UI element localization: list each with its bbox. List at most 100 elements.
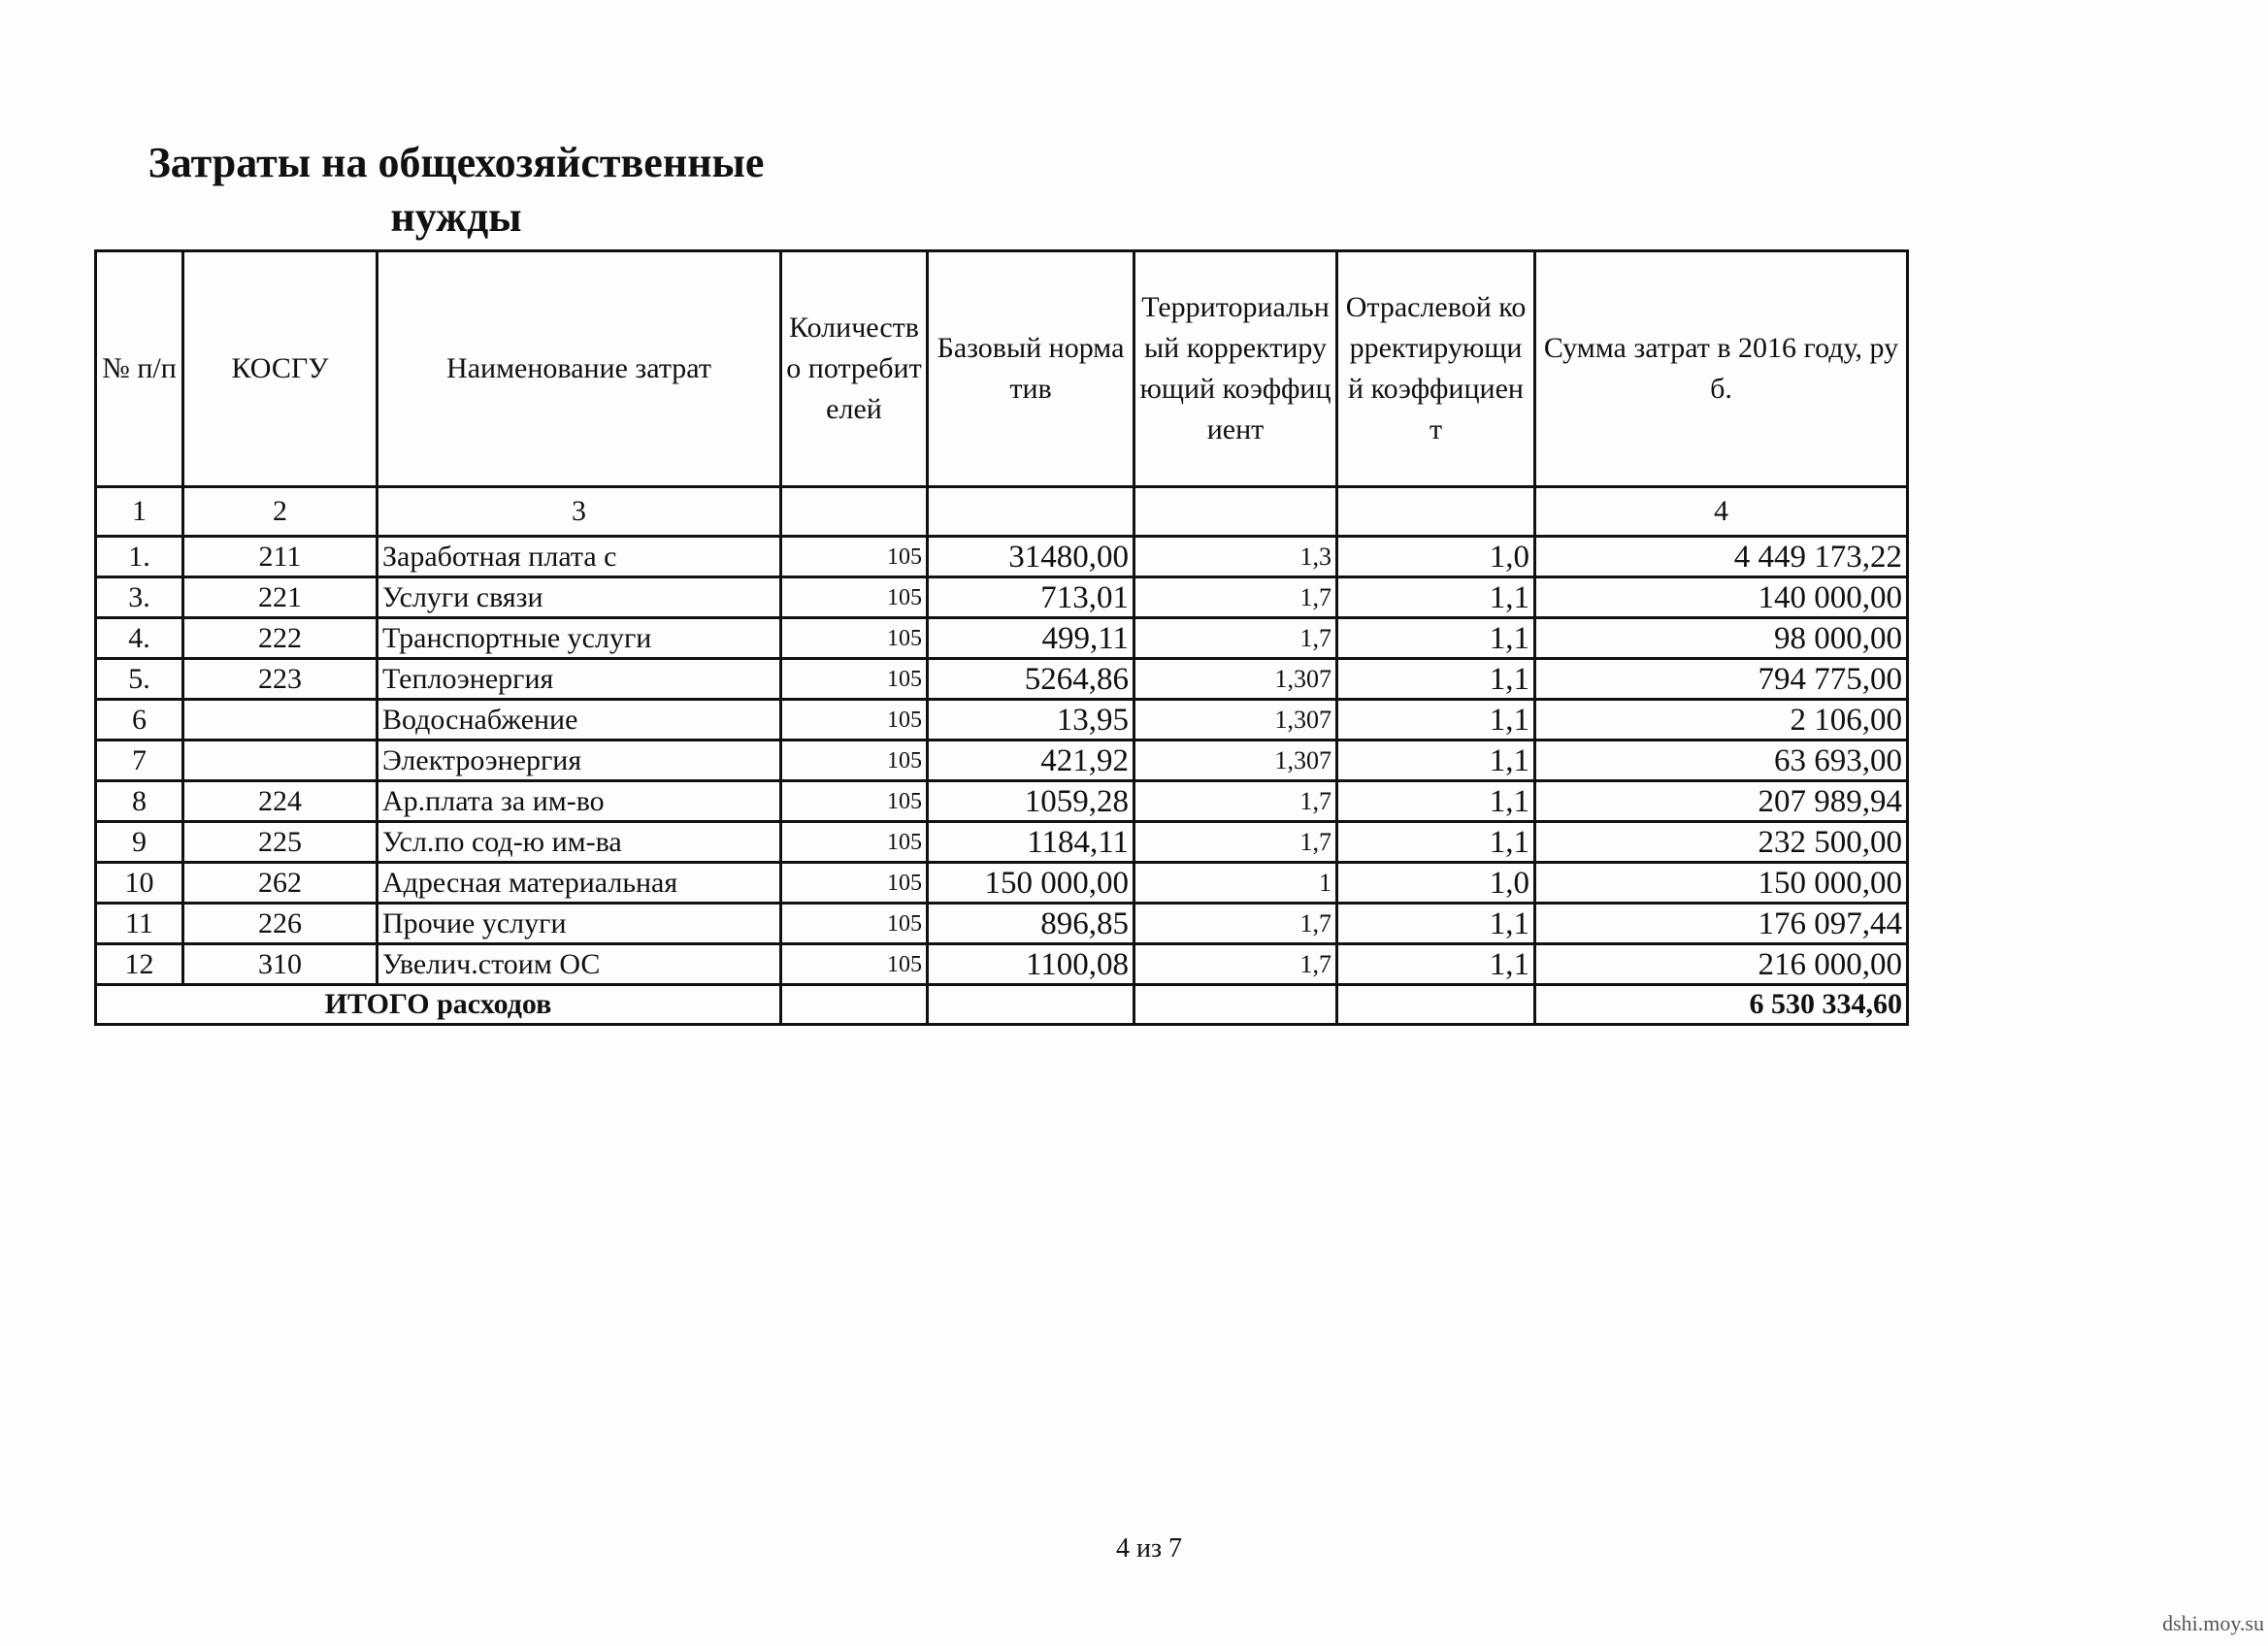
cell: 63 693,00 [1533, 739, 1909, 782]
column-header: Территориальный корректирующий коэффицие… [1133, 249, 1338, 488]
cell: 5264,86 [926, 657, 1135, 701]
cell: 105 [779, 576, 929, 619]
cell: 2 106,00 [1533, 698, 1909, 741]
cell: 3. [94, 576, 184, 619]
cell: 1,1 [1335, 657, 1536, 701]
cell: 1,7 [1133, 779, 1338, 823]
data-row: 7 Электроэнергия 105 421,92 1,307 1,1 63 693,0… [94, 739, 1909, 782]
cell: 1. [94, 535, 184, 578]
cell: 1,7 [1133, 942, 1338, 986]
cell: Увелич.стоим ОС [376, 942, 782, 986]
cell: 140 000,00 [1533, 576, 1909, 619]
cell: 31480,00 [926, 535, 1135, 578]
cell: Транспортные услуги [376, 616, 782, 660]
cell: 223 [181, 657, 378, 701]
cell: 499,11 [926, 616, 1135, 660]
cell [181, 739, 378, 782]
cell: Заработная плата с [376, 535, 782, 578]
cell: 105 [779, 942, 929, 986]
column-header: Количество потребителей [779, 249, 929, 488]
cell: 226 [181, 902, 378, 945]
watermark: dshi.moy.su [2162, 1611, 2264, 1635]
cell: 1,1 [1335, 942, 1536, 986]
cell: 224 [181, 779, 378, 823]
title: Затраты на общехозяйственные нужды [148, 139, 765, 241]
cell: 105 [779, 820, 929, 864]
column-header: Базовый норматив [926, 249, 1135, 488]
column-number: 2 [181, 485, 378, 538]
total-label: ИТОГО расходов [94, 983, 782, 1026]
cell [1133, 485, 1338, 538]
cell: 105 [779, 616, 929, 660]
cell: 310 [181, 942, 378, 986]
cell: 1,307 [1133, 698, 1338, 741]
data-row: 8 224 Ар.плата за им-во 105 1059,28 1,7 1,1 207… [94, 779, 1909, 823]
cell: 8 [94, 779, 184, 823]
cell: 1,3 [1133, 535, 1338, 578]
cell: Услуги связи [376, 576, 782, 619]
column-header: Наименование затрат [376, 249, 782, 488]
cell: 262 [181, 861, 378, 905]
cell: 105 [779, 779, 929, 823]
cell: 1,7 [1133, 820, 1338, 864]
page-number: 4 из 7 [1116, 1533, 1183, 1564]
cell: 105 [779, 739, 929, 782]
data-row: 6 Водоснабжение 105 13,95 1,307 1,1 2 106,00 [94, 698, 1909, 741]
cell: 1,0 [1335, 861, 1536, 905]
cell: 713,01 [926, 576, 1135, 619]
data-row: 1. 211 Заработная плата с 105 31480,00 1,3 1,0… [94, 535, 1909, 578]
total-row: ИТОГО расходов 6 530 334,60 [94, 983, 1909, 1026]
cell: 6 [94, 698, 184, 741]
cell: 207 989,94 [1533, 779, 1909, 823]
cell: 1,1 [1335, 820, 1536, 864]
cell: 98 000,00 [1533, 616, 1909, 660]
data-row: 4. 222 Транспортные услуги 105 499,11 1,7 1,1 9… [94, 616, 1909, 660]
cell: 1184,11 [926, 820, 1135, 864]
cell: 105 [779, 657, 929, 701]
cell: 1,7 [1133, 616, 1338, 660]
cell: 221 [181, 576, 378, 619]
data-row: 9 225 Усл.по сод-ю им-ва 105 1184,11 1,7 1,1 23… [94, 820, 1909, 864]
cell: 421,92 [926, 739, 1135, 782]
cell: 7 [94, 739, 184, 782]
column-number: 1 [94, 485, 184, 538]
cell: 105 [779, 698, 929, 741]
cell: Прочие услуги [376, 902, 782, 945]
cell: 211 [181, 535, 378, 578]
cell [926, 485, 1135, 538]
cell: 11 [94, 902, 184, 945]
cell: 232 500,00 [1533, 820, 1909, 864]
cell: 1,0 [1335, 535, 1536, 578]
cell: 1100,08 [926, 942, 1135, 986]
cell: 1,307 [1133, 739, 1338, 782]
total-value: 6 530 334,60 [1533, 983, 1909, 1026]
cell: 12 [94, 942, 184, 986]
cell: 105 [779, 535, 929, 578]
data-row: 12 310 Увелич.стоим ОС 105 1100,08 1,7 1,1 216 … [94, 942, 1909, 986]
data-row: 10 262 Адресная материальная 105 150 000,00 1… [94, 861, 1909, 905]
cell [779, 983, 929, 1026]
cell: 1,7 [1133, 576, 1338, 619]
column-number: 3 [376, 485, 782, 538]
cell: Электроэнергия [376, 739, 782, 782]
header-row: № п/п КОСГУ Наименование затрат Количество … [94, 249, 1909, 488]
cell: 225 [181, 820, 378, 864]
cell [181, 698, 378, 741]
cell: 216 000,00 [1533, 942, 1909, 986]
cell: 1,1 [1335, 576, 1536, 619]
cell: 176 097,44 [1533, 902, 1909, 945]
cell: 10 [94, 861, 184, 905]
cell [779, 485, 929, 538]
cell [1133, 983, 1338, 1026]
cell: 896,85 [926, 902, 1135, 945]
cell [1335, 485, 1536, 538]
cell: 150 000,00 [1533, 861, 1909, 905]
cost-table: № п/п КОСГУ Наименование затрат Количество … [94, 249, 1909, 1026]
cell: 1 [1133, 861, 1338, 905]
cell: 1,1 [1335, 902, 1536, 945]
cell: 794 775,00 [1533, 657, 1909, 701]
cell: Теплоэнергия [376, 657, 782, 701]
cell: 1,1 [1335, 739, 1536, 782]
cell: 222 [181, 616, 378, 660]
